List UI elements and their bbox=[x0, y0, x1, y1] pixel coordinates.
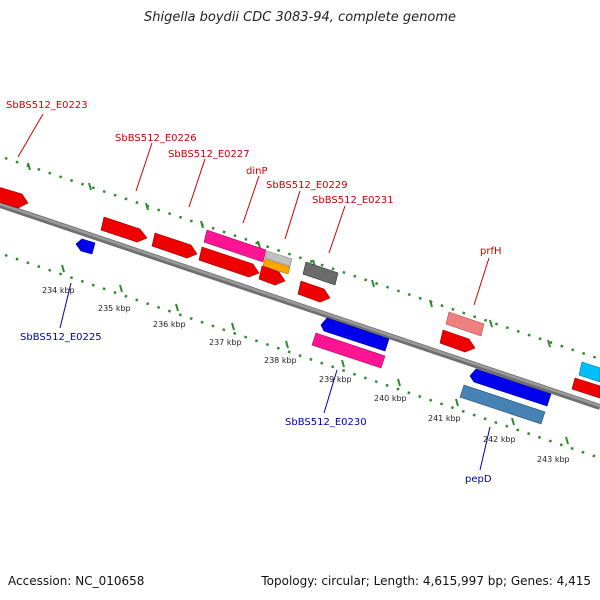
scale-labels: 234 kbp 235 kbp 236 kbp 237 kbp 238 kbp … bbox=[42, 286, 570, 464]
reverse-gene-pepd[interactable] bbox=[469, 368, 552, 407]
reverse-major-ticks bbox=[61, 264, 569, 445]
reverse-gene-pepd-steel[interactable] bbox=[459, 384, 546, 425]
label-sbbs512-e0226: SbBS512_E0226 bbox=[115, 133, 197, 144]
genome-summary-text: Topology: circular; Length: 4,615,997 bp… bbox=[261, 574, 591, 588]
forward-gene-dinp-lower[interactable] bbox=[198, 246, 260, 278]
reverse-labels: SbBS512_E0225 SbBS512_E0230 pepD bbox=[20, 332, 492, 485]
reverse-gene-0230-pink[interactable] bbox=[311, 332, 386, 369]
scale-label: 240 kbp bbox=[374, 394, 407, 403]
scale-label: 235 kbp bbox=[98, 304, 131, 313]
label-pepd: pepD bbox=[465, 474, 492, 485]
forward-gene-0231-grey[interactable] bbox=[302, 261, 339, 286]
forward-gene-small-grey[interactable] bbox=[264, 250, 293, 267]
forward-major-ticks bbox=[27, 162, 551, 348]
accession-text: Accession: NC_010658 bbox=[8, 574, 145, 588]
reverse-gene-0225[interactable] bbox=[75, 238, 96, 255]
forward-gene-prfh-light[interactable] bbox=[445, 311, 485, 337]
label-sbbs512-e0229: SbBS512_E0229 bbox=[266, 180, 348, 191]
genome-backbone bbox=[0, 202, 600, 410]
scale-label: 239 kbp bbox=[319, 375, 352, 384]
forward-labels: SbBS512_E0223 SbBS512_E0226 SbBS512_E022… bbox=[6, 100, 502, 257]
label-dinp: dinP bbox=[246, 166, 268, 177]
forward-gene-dinp[interactable] bbox=[203, 229, 267, 263]
scale-label: 243 kbp bbox=[537, 455, 570, 464]
label-sbbs512-e0225: SbBS512_E0225 bbox=[20, 332, 102, 343]
reverse-tick-track bbox=[4, 253, 600, 460]
scale-label: 234 kbp bbox=[42, 286, 75, 295]
label-sbbs512-e0227: SbBS512_E0227 bbox=[168, 149, 250, 160]
forward-gene-right-cyan[interactable] bbox=[578, 361, 600, 383]
label-prfh: prfH bbox=[480, 246, 502, 257]
scale-label: 236 kbp bbox=[153, 320, 186, 329]
reverse-label-lines bbox=[59, 282, 491, 471]
label-sbbs512-e0223: SbBS512_E0223 bbox=[6, 100, 88, 111]
forward-gene-0229[interactable] bbox=[258, 265, 286, 286]
forward-gene-0223[interactable] bbox=[0, 186, 29, 209]
scale-label: 237 kbp bbox=[209, 338, 242, 347]
label-sbbs512-e0231: SbBS512_E0231 bbox=[312, 195, 394, 206]
forward-tick-track bbox=[4, 156, 600, 361]
label-sbbs512-e0230: SbBS512_E0230 bbox=[285, 417, 367, 428]
forward-gene-0226[interactable] bbox=[100, 216, 148, 243]
scale-label: 241 kbp bbox=[428, 414, 461, 423]
forward-gene-small-orange[interactable] bbox=[262, 258, 291, 275]
forward-gene-prfh[interactable] bbox=[439, 329, 476, 353]
scale-label: 238 kbp bbox=[264, 356, 297, 365]
forward-gene-0227[interactable] bbox=[151, 232, 198, 259]
forward-gene-right-red[interactable] bbox=[571, 377, 600, 399]
map-title: Shigella boydii CDC 3083-94, complete ge… bbox=[143, 10, 457, 25]
scale-label: 242 kbp bbox=[483, 435, 516, 444]
forward-gene-0231[interactable] bbox=[297, 280, 331, 303]
reverse-gene-0230[interactable] bbox=[320, 317, 390, 352]
forward-label-lines bbox=[17, 113, 490, 306]
